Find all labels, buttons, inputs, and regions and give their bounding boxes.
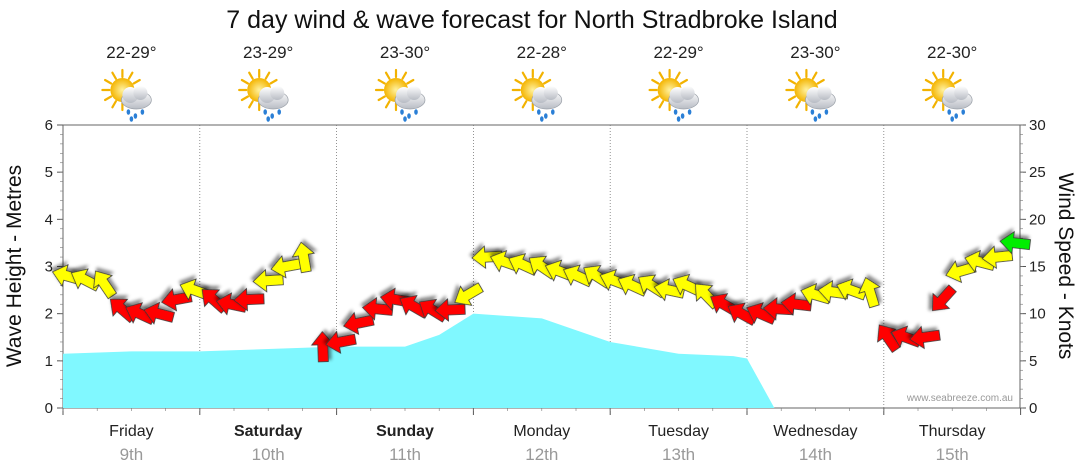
wind-arrow	[999, 230, 1031, 255]
wind-arrow	[361, 296, 394, 321]
left-axis: 0 1 2 3 4 5 6	[45, 117, 63, 417]
wind-arrow	[434, 298, 466, 322]
chart-title: 7 day wind & wave forecast for North Str…	[226, 6, 837, 34]
wind-arrow	[161, 288, 193, 312]
wind-arrow	[93, 270, 118, 300]
right-axis: 0 5 10 15 20 25 30	[1020, 117, 1046, 417]
right-tick-label: 30	[1029, 117, 1046, 134]
wind-arrow	[325, 330, 357, 354]
day-axis: Friday 9th Saturday 10th Sunday 11th Monday 12t…	[62, 408, 1022, 464]
wind-arrow	[143, 301, 175, 325]
partly-cloudy-showers-icon	[785, 68, 836, 122]
right-axis-title: Wind Speed - Knots	[1054, 173, 1077, 360]
right-tick-label: 20	[1029, 211, 1046, 228]
wave-height-area	[63, 313, 775, 408]
wind-arrow	[617, 273, 649, 297]
wind-arrow	[70, 268, 101, 292]
day-temp-range: 22-28°	[517, 43, 567, 62]
right-tick-label: 25	[1029, 164, 1046, 181]
day-name-label: Wednesday	[773, 423, 857, 440]
day-name-label: Tuesday	[648, 423, 709, 440]
wind-arrow	[291, 241, 316, 274]
wind-arrow	[780, 292, 813, 316]
right-tick-label: 15	[1029, 259, 1046, 276]
left-tick-label: 2	[45, 306, 53, 323]
wind-arrow	[877, 324, 902, 353]
day-date-label: 9th	[120, 445, 144, 464]
day-gridlines	[199, 125, 885, 408]
right-tick-label: 10	[1029, 306, 1046, 323]
left-tick-label: 1	[45, 353, 53, 370]
wind-arrow	[563, 264, 594, 288]
day-temp-range: 22-29°	[653, 43, 703, 62]
day-name-label: Thursday	[919, 423, 986, 440]
partly-cloudy-showers-icon	[648, 68, 699, 122]
wind-arrow	[454, 282, 484, 306]
partly-cloudy-showers-icon	[511, 68, 563, 122]
left-axis-title: Wave Height - Metres	[3, 165, 26, 367]
day-date-label: 11th	[389, 445, 421, 464]
wind-arrow	[932, 284, 957, 312]
day-date-label: 14th	[799, 445, 832, 464]
right-tick-label: 0	[1029, 400, 1037, 417]
wind-arrow	[233, 287, 265, 312]
wind-arrow	[343, 311, 375, 336]
day-name-label: Friday	[109, 423, 153, 440]
wind-arrow	[858, 277, 881, 309]
day-temp-range: 23-30°	[790, 43, 840, 62]
day-date-label: 13th	[662, 445, 695, 464]
wind-arrow	[981, 245, 1014, 270]
day-temp-range: 22-30°	[927, 43, 977, 62]
left-tick-label: 3	[45, 259, 53, 276]
wind-arrow	[653, 278, 686, 302]
day-temp-range: 23-30°	[380, 43, 430, 62]
wind-arrow	[836, 278, 868, 301]
day-name-label: Saturday	[234, 423, 303, 440]
credit-text: www.seabreeze.com.au	[906, 393, 1013, 404]
partly-cloudy-showers-icon	[238, 68, 289, 122]
partly-cloudy-showers-icon	[922, 68, 973, 122]
day-name-label: Sunday	[376, 423, 434, 440]
day-temp-range: 22-29°	[106, 43, 156, 62]
day-date-label: 12th	[525, 445, 558, 464]
partly-cloudy-showers-icon	[374, 68, 426, 122]
left-tick-label: 0	[45, 400, 53, 417]
day-temp-range: 23-29°	[243, 43, 293, 62]
left-tick-label: 6	[45, 117, 53, 134]
right-tick-label: 5	[1029, 353, 1037, 370]
weather-icons	[101, 68, 973, 122]
left-tick-label: 5	[45, 164, 53, 181]
wind-arrow	[252, 268, 284, 293]
wind-arrow	[909, 325, 941, 350]
wind-arrows	[51, 230, 1031, 363]
left-tick-label: 4	[45, 211, 53, 228]
day-date-label: 10th	[252, 445, 285, 464]
day-name-label: Monday	[513, 423, 570, 440]
wind-arrow	[746, 302, 777, 325]
temperature-labels: 22-29° 23-29° 23-30° 22-28° 22-29° 23-30° 22-3…	[106, 43, 977, 62]
day-date-label: 15th	[936, 445, 969, 464]
partly-cloudy-showers-icon	[101, 68, 152, 122]
